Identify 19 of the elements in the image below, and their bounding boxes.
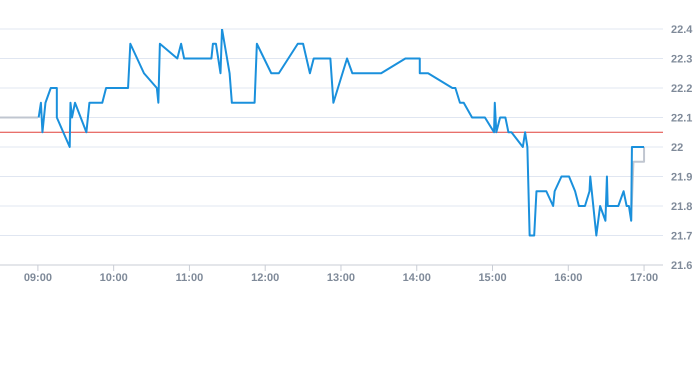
x-tick-label: 12:00 [251,272,280,284]
y-tick-label: 22.4 [671,24,693,36]
y-tick-label: 21.7 [671,230,692,242]
y-tick-label: 22.1 [671,112,692,124]
y-tick-label: 21.6 [671,260,692,272]
x-tick-label: 14:00 [402,272,431,284]
y-tick-label: 21.8 [671,200,692,213]
x-tick-label: 15:00 [478,272,507,284]
x-tick-label: 11:00 [176,272,204,284]
x-tick-label: 09:00 [24,272,52,284]
x-tick-label: 17:00 [630,272,658,284]
y-tick-label: 21.9 [671,171,692,184]
line-series [38,29,646,236]
x-tick-label: 13:00 [326,272,356,284]
x-tick-label: 16:00 [554,272,582,284]
y-tick-label: 22.3 [671,53,692,66]
y-tick-label: 22.2 [671,82,692,95]
x-tick-label: 10:00 [100,272,128,284]
y-tick-label: 22 [671,142,684,154]
